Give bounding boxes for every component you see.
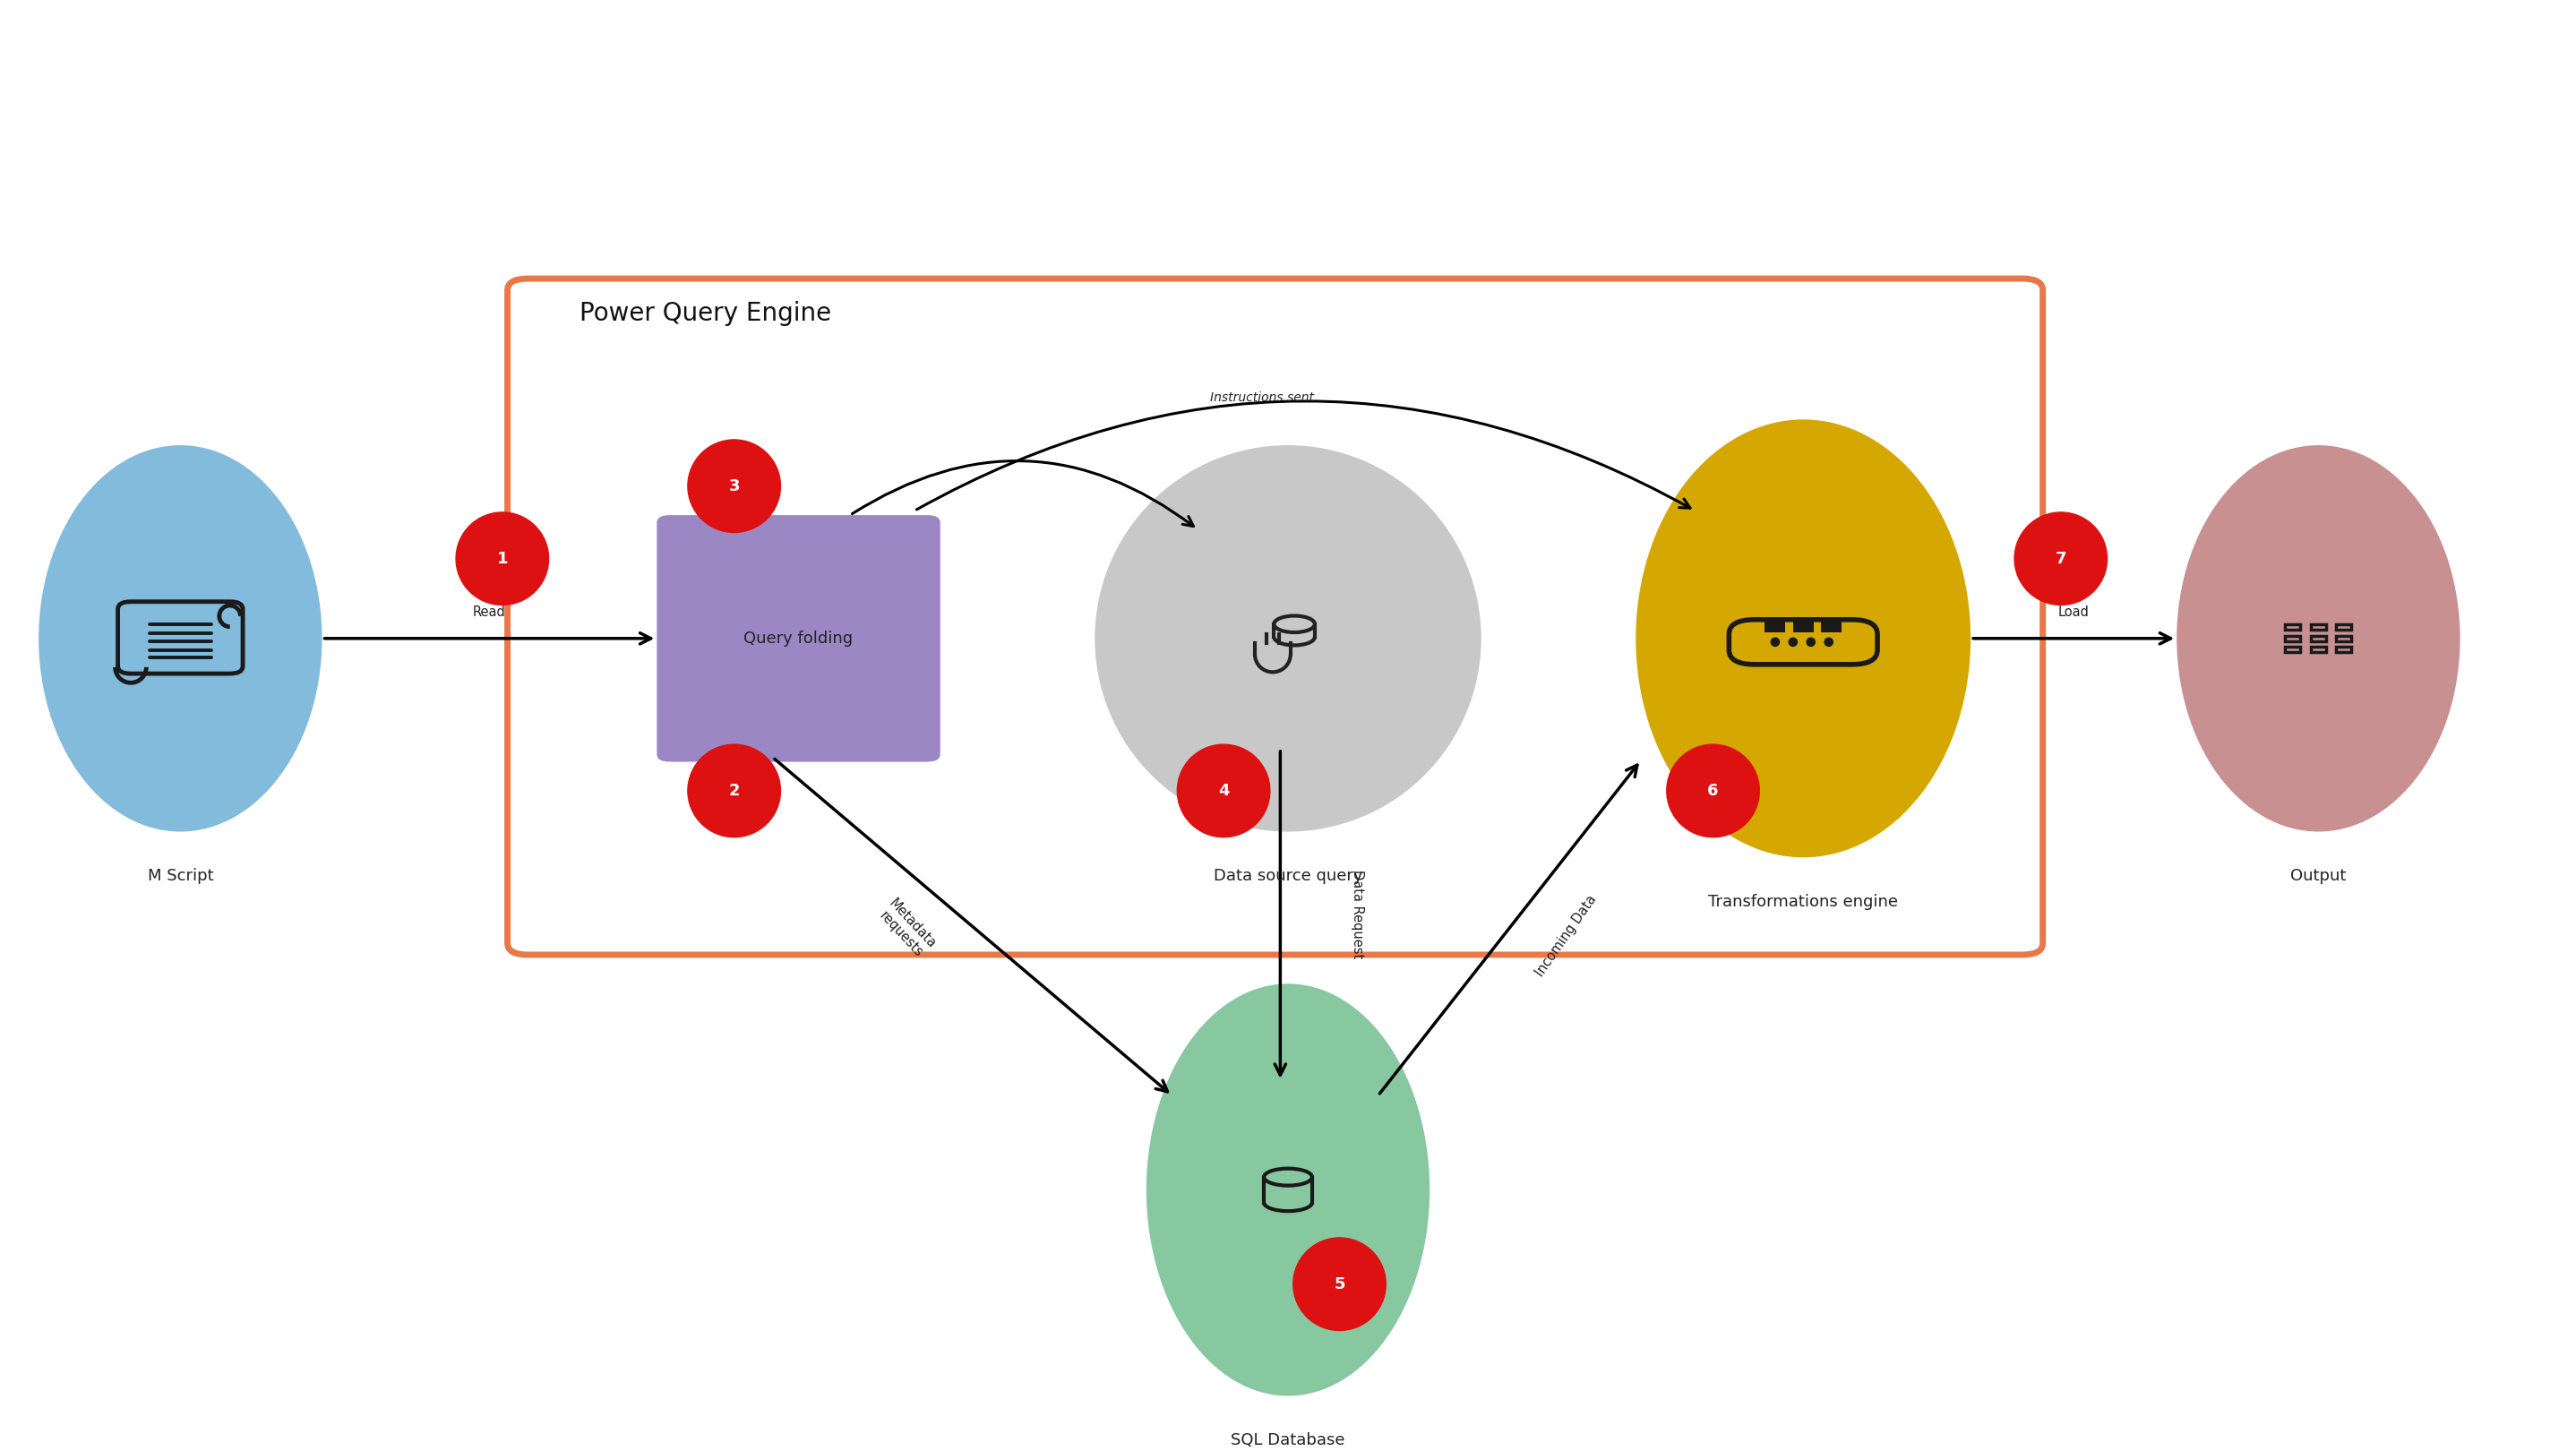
Ellipse shape <box>1667 744 1759 837</box>
Ellipse shape <box>39 445 322 831</box>
Ellipse shape <box>1788 637 1798 647</box>
Text: 1: 1 <box>497 550 507 567</box>
Text: Data Request: Data Request <box>1350 869 1365 959</box>
Ellipse shape <box>1770 637 1780 647</box>
FancyBboxPatch shape <box>1275 624 1314 637</box>
FancyBboxPatch shape <box>507 279 2043 955</box>
Text: Incoming Data: Incoming Data <box>1533 892 1600 979</box>
Ellipse shape <box>1265 1168 1311 1185</box>
FancyBboxPatch shape <box>1793 621 1814 633</box>
Text: Load: Load <box>2058 605 2089 620</box>
Ellipse shape <box>456 512 549 605</box>
Text: 4: 4 <box>1218 782 1229 800</box>
Ellipse shape <box>1095 445 1481 831</box>
FancyArrowPatch shape <box>853 461 1193 527</box>
FancyBboxPatch shape <box>1821 621 1842 633</box>
Text: Transformations engine: Transformations engine <box>1708 894 1899 910</box>
FancyBboxPatch shape <box>657 515 940 762</box>
Ellipse shape <box>1806 637 1816 647</box>
Ellipse shape <box>1824 637 1834 647</box>
Text: Instructions sent: Instructions sent <box>1211 392 1314 403</box>
FancyArrowPatch shape <box>917 400 1690 509</box>
FancyBboxPatch shape <box>1265 1177 1311 1203</box>
Ellipse shape <box>1293 1238 1386 1331</box>
Text: 6: 6 <box>1708 782 1718 800</box>
Text: Output: Output <box>2290 868 2347 884</box>
Text: 3: 3 <box>729 477 739 495</box>
Text: 2: 2 <box>729 782 739 800</box>
FancyBboxPatch shape <box>1765 621 1785 633</box>
Ellipse shape <box>688 744 781 837</box>
Text: M Script: M Script <box>147 868 214 884</box>
Text: Metadata
requests: Metadata requests <box>876 897 938 961</box>
Text: Read: Read <box>474 605 505 620</box>
Ellipse shape <box>1636 419 1971 858</box>
Ellipse shape <box>2177 445 2460 831</box>
Ellipse shape <box>1177 744 1270 837</box>
Text: Query folding: Query folding <box>744 630 853 647</box>
Ellipse shape <box>688 440 781 533</box>
Ellipse shape <box>1275 615 1314 633</box>
Ellipse shape <box>1146 984 1430 1396</box>
Text: SQL Database: SQL Database <box>1231 1432 1345 1448</box>
Text: Power Query Engine: Power Query Engine <box>580 302 832 326</box>
Ellipse shape <box>2014 512 2107 605</box>
Text: Data source query: Data source query <box>1213 868 1363 884</box>
Text: 5: 5 <box>1334 1275 1345 1293</box>
Text: 7: 7 <box>2056 550 2066 567</box>
